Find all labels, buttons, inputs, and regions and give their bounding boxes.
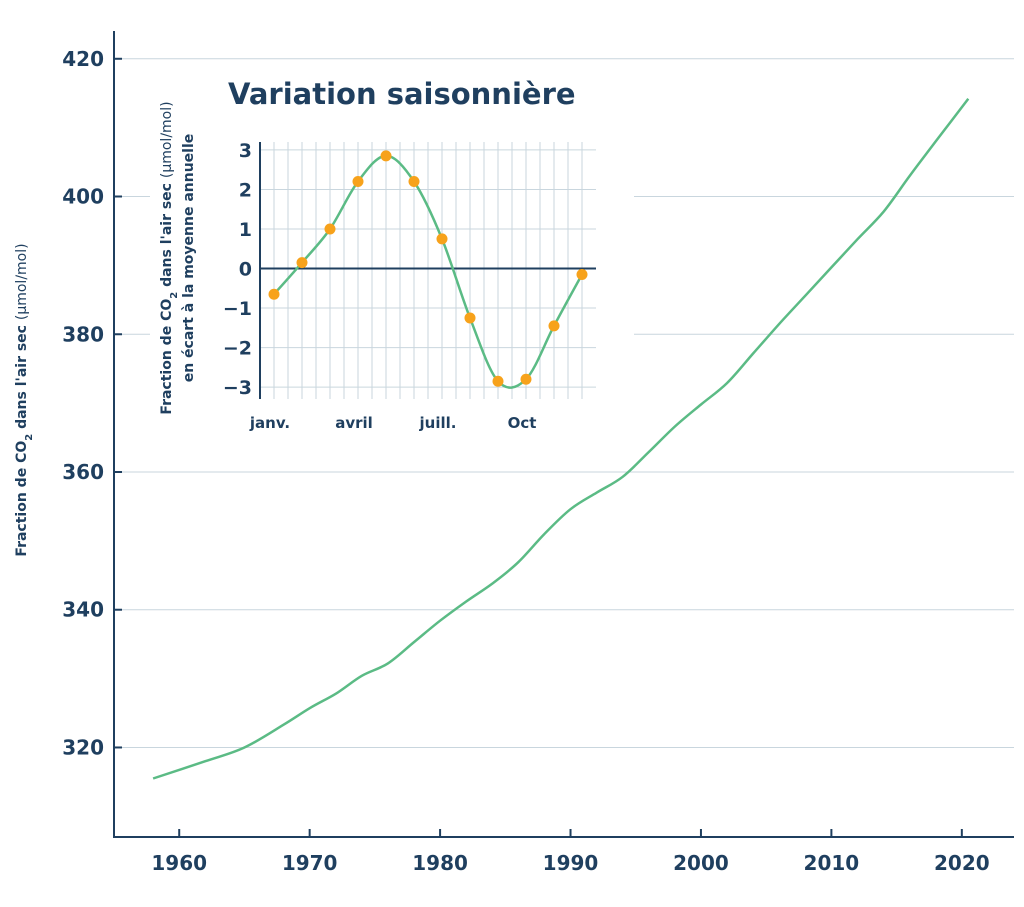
main-y-axis-label: Fraction de CO2 dans l'air sec (µmol/mol…: [14, 243, 35, 556]
main-y-tick-label-380: 380: [62, 322, 104, 346]
inset-y-tick-label: −2: [223, 338, 252, 360]
inset-point-month-7: [464, 312, 476, 324]
inset-point-month-9: [520, 373, 532, 385]
main-y-tick-label-400: 400: [62, 185, 104, 209]
main-x-tick-label-1980: 1980: [412, 851, 468, 875]
inset-axes: [259, 142, 596, 399]
inset-x-tick-label-avril: avril: [335, 414, 373, 432]
inset-y-tick-label: 0: [239, 259, 252, 281]
main-y-tick-label-420: 420: [62, 47, 104, 71]
inset-chart: Variation saisonnière −3 −2 −1 0 1 2 3 janv. avr…: [159, 77, 596, 432]
inset-point-month-2: [324, 223, 336, 235]
main-x-tick-label-1970: 1970: [282, 851, 338, 875]
inset-x-tick-label-janv.: janv.: [249, 414, 290, 432]
inset-y-axis-label-line-2: en écart à la moyenne annuelle: [181, 134, 197, 383]
main-x-tick-label-2010: 2010: [804, 851, 860, 875]
inset-y-axis-label-line-1: Fraction de CO2 dans l'air sec (µmol/mol…: [159, 101, 180, 414]
inset-point-month-5: [408, 176, 420, 188]
inset-point-month-0: [268, 288, 280, 300]
inset-x-tick-label-Oct: Oct: [508, 414, 537, 432]
main-series-line: [152, 97, 970, 780]
main-x-tick-label-1990: 1990: [543, 851, 599, 875]
inset-y-tick-label: −1: [223, 298, 252, 320]
main-axes: [113, 31, 1014, 838]
inset-point-month-11: [576, 268, 588, 280]
inset-point-month-1: [296, 257, 308, 269]
inset-y-tick-label: 1: [239, 219, 252, 241]
inset-tick-labels: −3 −2 −1 0 1 2 3 janv. avril juill. Oct: [223, 140, 537, 432]
main-x-tick-label-2020: 2020: [934, 851, 990, 875]
inset-point-month-10: [548, 320, 560, 332]
inset-y-axis-label: Fraction de CO2 dans l'air sec (µmol/mol…: [159, 101, 197, 414]
main-y-tick-label-360: 360: [62, 460, 104, 484]
inset-title: Variation saisonnière: [228, 77, 576, 111]
inset-y-tick-label: −3: [223, 377, 252, 399]
inset-background: [150, 60, 634, 440]
main-x-tick-label-2000: 2000: [673, 851, 729, 875]
main-x-tick-label-1960: 1960: [151, 851, 207, 875]
inset-point-month-6: [436, 233, 448, 245]
inset-point-month-3: [352, 176, 364, 188]
inset-y-tick-label: 2: [239, 179, 252, 201]
main-axis-lines: [113, 31, 1014, 838]
inset-y-tick-label: 3: [239, 140, 252, 162]
main-y-tick-label-320: 320: [62, 735, 104, 759]
inset-points: [268, 150, 588, 387]
inset-x-tick-label-juill.: juill.: [419, 414, 457, 432]
main-y-tick-label-340: 340: [62, 598, 104, 622]
inset-point-month-4: [380, 150, 392, 162]
inset-point-month-8: [492, 375, 504, 387]
